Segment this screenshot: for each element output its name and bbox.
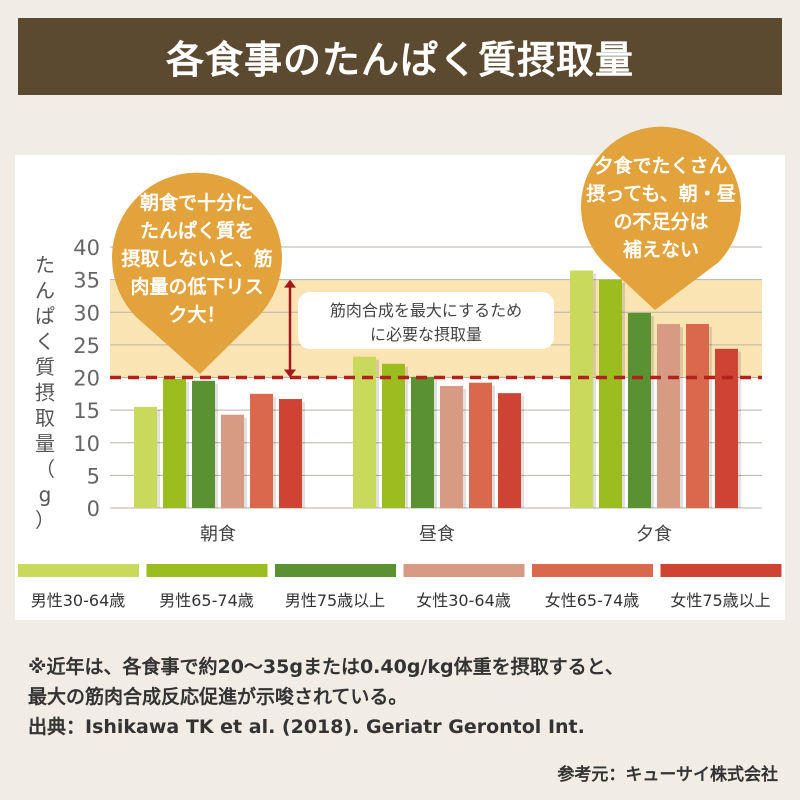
y-axis-label-char: g (39, 483, 52, 507)
callout-breakfast-text: たんぱく質を (140, 219, 254, 242)
callout-breakfast-text: 摂取しないと、筋 (121, 247, 272, 270)
bar-男性65-74歳-夕食 (599, 279, 622, 508)
bar-男性75歳以上-朝食 (192, 380, 215, 508)
bar-女性65-74歳-昼食 (469, 382, 492, 508)
callout-dinner-text: 夕食でたくさん (594, 154, 727, 177)
bar-女性30-64歳-夕食 (657, 323, 680, 508)
callout-breakfast-shape (112, 172, 282, 374)
callout-breakfast-text: 朝食で十分に (140, 191, 254, 214)
bar-男性75歳以上-昼食 (411, 376, 434, 508)
legend-label: 男性65-74歳 (159, 591, 254, 610)
callout-dinner-text: の不足分は (613, 211, 708, 233)
y-tick-label: 35 (73, 269, 100, 293)
y-tick-label: 0 (87, 497, 100, 521)
y-axis-label-char: ん (35, 279, 55, 303)
bar-男性30-64歳-朝食 (134, 406, 157, 508)
page-title: 各食事のたんぱく質摂取量 (18, 18, 782, 95)
bar-女性65-74歳-夕食 (686, 323, 709, 508)
y-tick-label: 15 (73, 399, 100, 423)
legend-label: 女性30-64歳 (416, 591, 511, 610)
band-label-line1: 筋肉合成を最大にするため (330, 301, 522, 320)
y-tick-label: 5 (87, 464, 100, 488)
y-tick-label: 40 (73, 236, 100, 260)
bar-男性65-74歳-昼食 (382, 363, 405, 508)
y-axis-label-char: た (35, 253, 55, 277)
bar-女性30-64歳-朝食 (221, 414, 244, 508)
y-axis-label-char: ぱ (35, 304, 55, 328)
footnote-line-2: 最大の筋肉合成反応促進が示唆されている。 (28, 686, 408, 708)
legend-label: 男性30-64歳 (31, 591, 126, 610)
y-axis-label-char: 質 (35, 355, 55, 379)
y-axis-label-char: ） (35, 508, 55, 532)
bar-女性30-64歳-昼食 (440, 385, 463, 508)
y-axis-label-char: 取 (35, 406, 55, 430)
bar-男性75歳以上-夕食 (628, 312, 651, 508)
callout-breakfast-text: ク大！ (168, 303, 225, 326)
bar-男性65-74歳-朝食 (163, 378, 186, 508)
credit: 参考元：キューサイ株式会社 (557, 765, 778, 785)
x-tick-label: 朝食 (200, 524, 236, 545)
legend-label: 男性75歳以上 (285, 591, 385, 610)
x-tick-label: 夕食 (636, 524, 672, 545)
bar-女性75歳以上-朝食 (279, 399, 302, 508)
legend-swatch (660, 564, 782, 577)
y-axis-label-char: （ (35, 457, 55, 481)
y-axis-label-char: 摂 (35, 381, 55, 405)
legend-swatch (18, 564, 139, 577)
y-tick-label: 30 (73, 301, 100, 325)
legend-swatch (532, 564, 653, 577)
legend-swatch (146, 564, 268, 577)
callout-breakfast-text: 肉量の低下リス (130, 275, 263, 298)
y-tick-label: 25 (73, 334, 100, 358)
legend-label: 女性75歳以上 (670, 591, 770, 610)
band-label-line2: に必要な摂取量 (370, 325, 482, 344)
bar-女性75歳以上-夕食 (715, 348, 738, 508)
callout-dinner-shape (581, 126, 742, 310)
y-axis-label-char: く (35, 330, 55, 354)
bar-女性65-74歳-朝食 (250, 393, 273, 508)
bar-男性30-64歳-昼食 (353, 356, 376, 508)
bar-男性30-64歳-夕食 (570, 270, 593, 508)
y-tick-label: 20 (73, 367, 100, 391)
legend-swatch (275, 564, 396, 577)
callout-dinner-text: 摂っても、朝・昼 (586, 182, 736, 205)
legend-swatch (403, 564, 525, 577)
y-axis-label-char: 量 (35, 432, 55, 456)
x-tick-label: 昼食 (419, 524, 455, 545)
y-tick-label: 10 (73, 432, 100, 456)
band-label-box (298, 292, 554, 349)
legend-label: 女性65-74歳 (545, 591, 640, 610)
footnote-line-1: ※近年は、各食事で約20～35gまたは0.40g/kg体重を摂取すると、 (28, 656, 624, 678)
footnote-source: 出典：Ishikawa TK et al. (2018). Geriatr Ge… (28, 716, 585, 738)
bar-女性75歳以上-昼食 (498, 393, 521, 508)
callout-dinner-text: 補えない (622, 238, 699, 261)
